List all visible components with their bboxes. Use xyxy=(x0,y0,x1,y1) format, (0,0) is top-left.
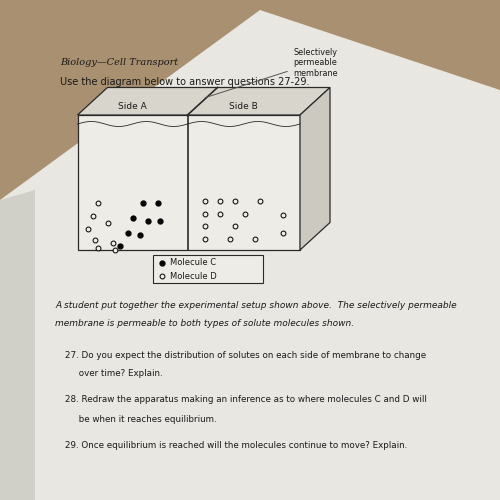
Text: Use the diagram below to answer questions 27-29.: Use the diagram below to answer question… xyxy=(60,77,310,87)
Text: Molecule C: Molecule C xyxy=(170,258,216,267)
Text: A student put together the experimental setup shown above.  The selectively perm: A student put together the experimental … xyxy=(55,300,456,310)
Text: 27. Do you expect the distribution of solutes on each side of membrane to change: 27. Do you expect the distribution of so… xyxy=(65,350,426,360)
Polygon shape xyxy=(0,190,35,500)
Text: membrane is permeable to both types of solute molecules shown.: membrane is permeable to both types of s… xyxy=(55,320,354,328)
Polygon shape xyxy=(300,88,330,250)
Polygon shape xyxy=(78,88,330,115)
Text: Molecule D: Molecule D xyxy=(170,272,216,281)
Polygon shape xyxy=(0,10,500,500)
Text: 29. Once equilibrium is reached will the molecules continue to move? Explain.: 29. Once equilibrium is reached will the… xyxy=(65,440,407,450)
Text: Side B: Side B xyxy=(230,102,258,111)
Bar xyxy=(152,255,262,282)
Text: over time? Explain.: over time? Explain. xyxy=(65,370,162,378)
Text: Biology—Cell Transport: Biology—Cell Transport xyxy=(60,58,178,67)
Text: be when it reaches equilibrium.: be when it reaches equilibrium. xyxy=(65,414,216,424)
Text: Side A: Side A xyxy=(118,102,147,111)
Bar xyxy=(78,115,300,250)
Text: Selectively
permeable
membrane: Selectively permeable membrane xyxy=(205,48,337,98)
Text: 28. Redraw the apparatus making an inference as to where molecules C and D will: 28. Redraw the apparatus making an infer… xyxy=(65,396,427,404)
